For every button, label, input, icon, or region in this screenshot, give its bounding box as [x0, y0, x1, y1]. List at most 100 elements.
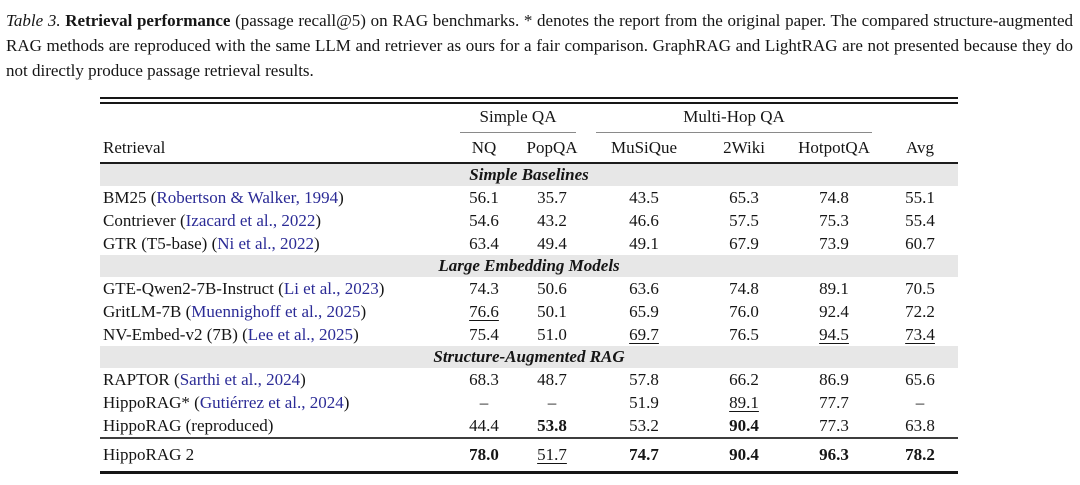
citation-link[interactable]: Ni et al., 2022: [217, 233, 315, 253]
value-cell: 57.5: [729, 210, 759, 230]
col-header-hotpotqa: HotpotQA: [786, 134, 883, 164]
method-name: GTR (T5-base) (: [103, 233, 218, 253]
section-header-simple-baselines: Simple Baselines: [100, 163, 959, 186]
value-cell: 96.3: [786, 437, 883, 474]
header-group-multihop-qa: Multi-Hop QA: [586, 104, 882, 134]
method-name: HippoRAG* (: [103, 392, 200, 412]
value-cell: 77.7: [819, 392, 849, 412]
section-title: Simple Baselines: [100, 163, 959, 186]
citation-link[interactable]: Li et al., 2023: [283, 278, 379, 298]
method-name: GritLM-7B (: [103, 301, 192, 321]
method-name-suffix: ): [360, 301, 367, 321]
method-name-cell: BM25 (Robertson & Walker, 1994): [100, 186, 450, 209]
value-cell: 56.1: [469, 187, 499, 207]
table-row: BM25 (Robertson & Walker, 1994) 56.1 35.…: [100, 186, 958, 209]
col-header-retrieval: Retrieval: [100, 134, 450, 164]
col-header-2wiki: 2Wiki: [702, 134, 787, 164]
value-cell: 86.9: [819, 369, 849, 389]
method-name-suffix: ): [315, 210, 322, 230]
value-cell: 74.8: [819, 187, 849, 207]
method-name-cell: Contriever (Izacard et al., 2022): [100, 209, 450, 232]
citation-link[interactable]: Robertson & Walker, 1994: [156, 187, 339, 207]
value-cell: 92.4: [819, 301, 849, 321]
table-caption: Table 3. Retrieval performance (passage …: [6, 8, 1073, 83]
value-cell: 48.7: [537, 369, 567, 389]
value-cell: 55.1: [905, 187, 935, 207]
method-name-suffix: ): [314, 233, 320, 253]
method-name-cell: GritLM-7B (Muennighoff et al., 2025): [100, 300, 450, 323]
value-cell: 66.2: [729, 369, 759, 389]
value-cell: 51.0: [537, 324, 567, 344]
header-group-spacer-avg: [882, 104, 958, 134]
method-name: NV-Embed-v2 (7B) (: [103, 324, 248, 344]
value-cell: 57.8: [629, 369, 659, 389]
caption-text: (passage recall@5) on RAG benchmarks. * …: [6, 11, 1074, 80]
method-name-suffix: ): [338, 187, 344, 207]
citation-link[interactable]: Izacard et al., 2022: [185, 210, 316, 230]
section-title: Large Embedding Models: [100, 255, 959, 277]
value-cell: 75.4: [469, 324, 499, 344]
value-cell: 60.7: [905, 233, 935, 253]
value-cell: 89.1: [729, 392, 759, 412]
value-cell: 90.4: [702, 437, 787, 474]
table-top-rule: [100, 97, 958, 104]
method-name-suffix: ): [353, 324, 359, 344]
table-row: HippoRAG (reproduced) 44.4 53.8 53.2 90.…: [100, 414, 958, 438]
table-row: RAPTOR (Sarthi et al., 2024) 68.3 48.7 5…: [100, 368, 958, 391]
col-header-avg: Avg: [882, 134, 959, 164]
value-cell: 74.7: [586, 437, 703, 474]
value-cell: 54.6: [469, 210, 499, 230]
value-cell: 75.3: [819, 210, 849, 230]
value-cell: 50.6: [537, 278, 567, 298]
method-name-cell: HippoRAG* (Gutiérrez et al., 2024): [100, 391, 450, 414]
header-group-multihop-qa-label: Multi-Hop QA: [596, 106, 873, 133]
citation-link[interactable]: Lee et al., 2025: [247, 324, 354, 344]
value-cell: 51.7: [518, 437, 587, 474]
value-cell: 76.0: [729, 301, 759, 321]
method-name-suffix: ): [378, 278, 385, 298]
value-cell: 76.5: [729, 324, 759, 344]
method-name-cell: GTR (T5-base) (Ni et al., 2022): [100, 232, 450, 255]
value-cell: 73.4: [905, 324, 935, 344]
caption-title: Retrieval performance: [65, 11, 231, 30]
citation-link[interactable]: Sarthi et al., 2024: [179, 369, 301, 389]
citation-link[interactable]: Muennighoff et al., 2025: [191, 301, 361, 321]
method-name-cell: RAPTOR (Sarthi et al., 2024): [100, 368, 450, 391]
header-group-spacer: [100, 104, 450, 134]
value-cell: 65.3: [729, 187, 759, 207]
section-header-structure-augmented-rag: Structure-Augmented RAG: [100, 346, 959, 368]
value-cell: –: [547, 392, 557, 412]
table-row: NV-Embed-v2 (7B) (Lee et al., 2025) 75.4…: [100, 323, 958, 346]
value-cell: 65.9: [629, 301, 659, 321]
header-group-simple-qa-label: Simple QA: [460, 106, 577, 133]
results-table: Simple QA Multi-Hop QA Retrieval NQ PopQ…: [100, 104, 959, 474]
section-title: Structure-Augmented RAG: [100, 346, 959, 368]
value-cell: –: [915, 392, 925, 412]
header-group-row: Simple QA Multi-Hop QA: [100, 104, 958, 134]
value-cell: 73.9: [819, 233, 849, 253]
value-cell: 78.0: [450, 437, 518, 474]
table-row: HippoRAG* (Gutiérrez et al., 2024) – – 5…: [100, 391, 958, 414]
value-cell: 94.5: [819, 324, 849, 344]
value-cell: –: [479, 392, 489, 412]
value-cell: 77.3: [819, 415, 849, 435]
value-cell: 63.8: [905, 415, 935, 435]
col-header-nq: NQ: [450, 134, 518, 164]
value-cell: 76.6: [469, 301, 499, 321]
method-name: GTE-Qwen2-7B-Instruct (: [103, 278, 284, 298]
method-name-cell: HippoRAG 2: [100, 437, 450, 474]
table-row: Contriever (Izacard et al., 2022) 54.6 4…: [100, 209, 958, 232]
table-row-hipporag2: HippoRAG 2 78.0 51.7 74.7 90.4 96.3 78.2: [100, 437, 959, 474]
citation-link[interactable]: Gutiérrez et al., 2024: [199, 392, 344, 412]
value-cell: 74.3: [469, 278, 499, 298]
method-name: Contriever (: [103, 210, 186, 230]
value-cell: 67.9: [729, 233, 759, 253]
method-name-cell: GTE-Qwen2-7B-Instruct (Li et al., 2023): [100, 277, 450, 300]
method-name-suffix: ): [300, 369, 306, 389]
value-cell: 53.2: [629, 415, 659, 435]
table-row: GTE-Qwen2-7B-Instruct (Li et al., 2023) …: [100, 277, 958, 300]
value-cell: 63.4: [469, 233, 499, 253]
value-cell: 89.1: [819, 278, 849, 298]
column-header-row: Retrieval NQ PopQA MuSiQue 2Wiki HotpotQ…: [100, 134, 959, 164]
method-name: HippoRAG (reproduced): [103, 415, 274, 435]
